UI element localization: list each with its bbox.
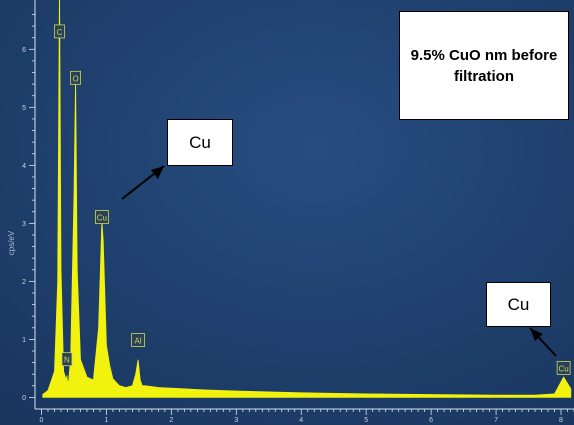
- x-tick-label: 0: [40, 417, 44, 424]
- peak-label-n: N: [61, 352, 73, 367]
- peak-label-al: Al: [131, 333, 145, 347]
- peak-label-box: [556, 360, 571, 375]
- x-tick-label: 3: [234, 417, 238, 424]
- y-tick-label: 6: [22, 47, 26, 54]
- cu-callout-box-2: Cu: [486, 282, 551, 327]
- cu-callout-box-1: Cu: [167, 119, 233, 166]
- x-tick-label: 6: [429, 417, 433, 424]
- y-tick-label: 0: [22, 395, 26, 402]
- peak-label-text: Cu: [558, 364, 568, 373]
- y-tick-label: 2: [22, 279, 26, 286]
- y-tick-label: 1: [22, 337, 26, 344]
- y-tick-label: 3: [22, 221, 26, 228]
- peak-label-text: Cu: [97, 214, 107, 223]
- y-tick-label: 4: [22, 163, 26, 170]
- arrowhead-2: [530, 328, 543, 341]
- peak-label-box: [131, 333, 145, 347]
- peak-label-o: O: [70, 70, 81, 85]
- sample-title-box: 9.5% CuO nm before filtration: [399, 11, 569, 120]
- peak-label-c: C: [54, 24, 65, 39]
- peak-label-cu: Cu: [556, 360, 571, 375]
- arrowhead-1: [151, 166, 164, 179]
- x-tick-label: 7: [494, 417, 498, 424]
- x-tick-label: 1: [104, 417, 108, 424]
- annotation-arrows: [121, 165, 557, 357]
- peak-label-box: [94, 210, 109, 224]
- spectrum-area: [42, 0, 572, 398]
- peak-label-box: [61, 352, 73, 367]
- peak-label-text: Al: [134, 337, 141, 346]
- x-tick-label: 4: [299, 417, 303, 424]
- peak-label-text: C: [57, 28, 63, 37]
- peak-label-text: N: [64, 356, 70, 365]
- x-tick-label: 5: [364, 417, 368, 424]
- x-tick-label: 2: [169, 417, 173, 424]
- peak-label-text: O: [72, 74, 78, 83]
- peak-label-box: [70, 70, 81, 85]
- y-tick-label: 5: [22, 105, 26, 112]
- peak-label-cu: Cu: [94, 210, 109, 224]
- x-tick-label: 8: [559, 417, 563, 424]
- y-axis-label: cps/eV: [7, 230, 16, 255]
- peak-label-box: [54, 24, 65, 39]
